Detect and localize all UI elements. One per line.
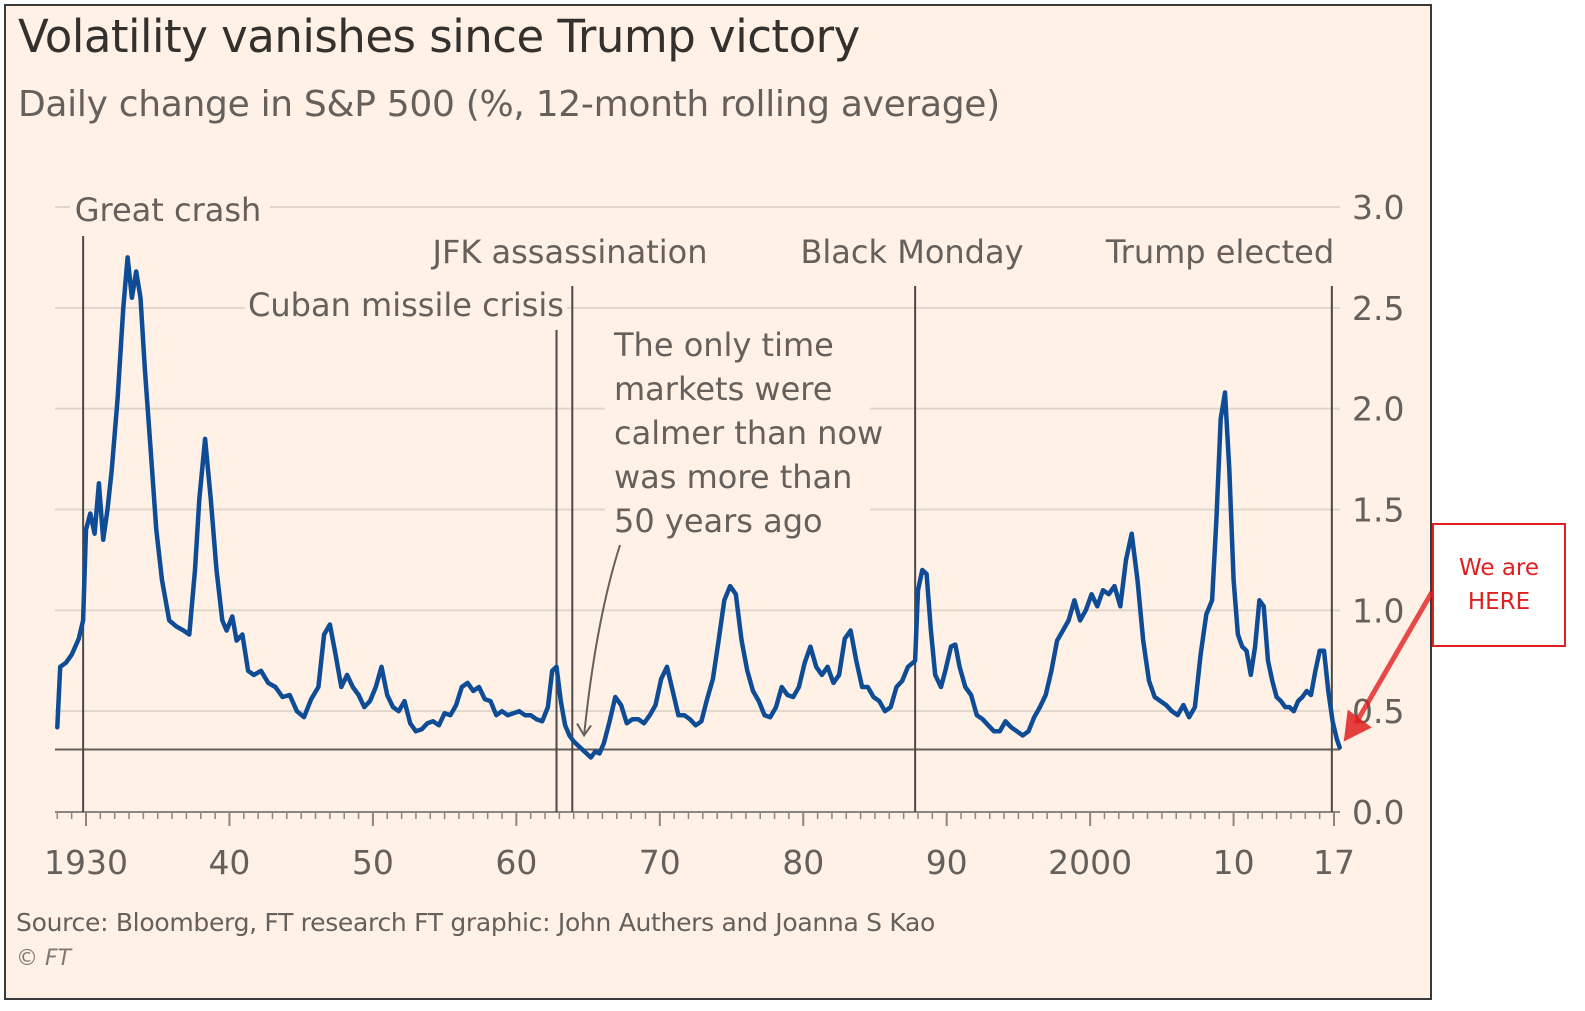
x-tick-label: 40: [208, 843, 250, 882]
x-tick-label: 1930: [44, 843, 128, 882]
y-tick-label: 2.0: [1352, 390, 1404, 429]
x-tick-label: 17: [1313, 843, 1355, 882]
x-tick-label: 90: [926, 843, 968, 882]
x-tick-label: 2000: [1048, 843, 1132, 882]
chart-subtitle: Daily change in S&P 500 (%, 12-month rol…: [18, 84, 1000, 125]
event-label-backdrop: [70, 191, 270, 231]
copyright-note: © FT: [16, 946, 72, 971]
callout-line-1: We are: [1458, 555, 1540, 581]
event-label: Great crash: [75, 191, 262, 229]
we-are-here-callout: We are HERE: [1432, 523, 1566, 647]
annotation-line: markets were: [614, 370, 832, 408]
event-label: Black Monday: [800, 233, 1023, 271]
y-tick-label: 0.0: [1352, 793, 1404, 832]
annotation-line: 50 years ago: [614, 502, 823, 540]
annotation-line: calmer than now: [614, 414, 883, 452]
event-label-backdrop: [1100, 233, 1340, 273]
annotation-line: The only time: [613, 326, 834, 364]
x-tick-label: 10: [1213, 843, 1255, 882]
event-label: Trump elected: [1105, 233, 1334, 271]
callout-arrow-shaft: [1353, 590, 1435, 725]
chart-title: Volatility vanishes since Trump victory: [18, 10, 860, 63]
source-note: Source: Bloomberg, FT research FT graphi…: [16, 908, 936, 937]
y-tick-label: 1.5: [1352, 491, 1404, 530]
event-label: JFK assassination: [431, 233, 708, 271]
y-tick-label: 2.5: [1352, 289, 1404, 328]
callout-line-2: HERE: [1467, 589, 1531, 615]
event-label-backdrop: [795, 233, 1030, 273]
y-tick-label: 3.0: [1352, 188, 1404, 227]
series-line: [55, 255, 1342, 760]
callout-arrowhead: [1343, 709, 1372, 742]
x-tick-label: 60: [495, 843, 537, 882]
event-label-backdrop: [425, 233, 717, 273]
annotation-line: was more than: [614, 458, 852, 496]
y-tick-label: 1.0: [1352, 591, 1404, 630]
event-label-backdrop: [245, 286, 567, 326]
event-label: Cuban missile crisis: [248, 286, 564, 324]
x-tick-label: 80: [782, 843, 824, 882]
annotation-arrowhead: [576, 722, 592, 738]
x-tick-label: 50: [352, 843, 394, 882]
annotation-backdrop: [605, 325, 870, 540]
x-tick-label: 70: [639, 843, 681, 882]
annotation-arrow: [583, 544, 621, 736]
